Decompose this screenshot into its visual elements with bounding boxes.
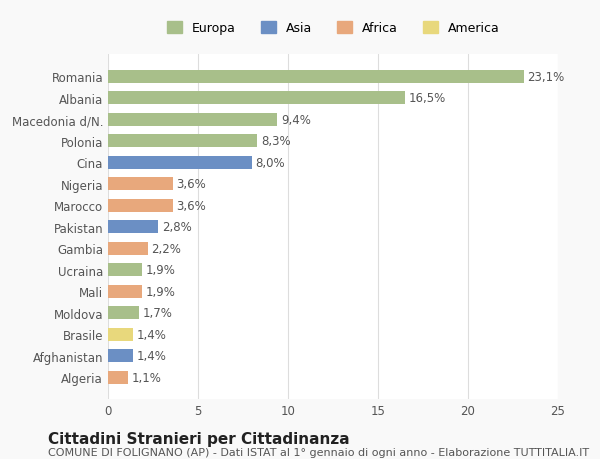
Bar bbox=[108, 328, 133, 341]
Bar bbox=[108, 263, 142, 276]
Bar bbox=[108, 113, 277, 127]
Text: 2,2%: 2,2% bbox=[151, 242, 181, 255]
Text: 1,9%: 1,9% bbox=[146, 263, 176, 277]
Bar bbox=[108, 371, 128, 384]
Text: 1,7%: 1,7% bbox=[142, 307, 172, 319]
Bar bbox=[108, 285, 142, 298]
Text: 1,4%: 1,4% bbox=[137, 349, 167, 362]
Bar bbox=[108, 178, 173, 191]
Bar bbox=[108, 242, 148, 255]
Bar bbox=[108, 221, 158, 234]
Bar bbox=[108, 157, 252, 169]
Bar bbox=[108, 71, 524, 84]
Text: 1,1%: 1,1% bbox=[131, 371, 161, 384]
Text: 2,8%: 2,8% bbox=[162, 221, 192, 234]
Bar bbox=[108, 199, 173, 212]
Bar bbox=[108, 135, 257, 148]
Text: 3,6%: 3,6% bbox=[176, 199, 206, 212]
Bar bbox=[108, 92, 405, 105]
Text: 8,0%: 8,0% bbox=[256, 157, 285, 169]
Text: 1,9%: 1,9% bbox=[146, 285, 176, 298]
Bar bbox=[108, 349, 133, 362]
Text: COMUNE DI FOLIGNANO (AP) - Dati ISTAT al 1° gennaio di ogni anno - Elaborazione : COMUNE DI FOLIGNANO (AP) - Dati ISTAT al… bbox=[48, 448, 589, 458]
Text: 16,5%: 16,5% bbox=[409, 92, 446, 105]
Text: 8,3%: 8,3% bbox=[261, 135, 290, 148]
Bar bbox=[108, 307, 139, 319]
Text: 9,4%: 9,4% bbox=[281, 113, 311, 127]
Text: 3,6%: 3,6% bbox=[176, 178, 206, 191]
Text: 23,1%: 23,1% bbox=[527, 71, 565, 84]
Text: 1,4%: 1,4% bbox=[137, 328, 167, 341]
Text: Cittadini Stranieri per Cittadinanza: Cittadini Stranieri per Cittadinanza bbox=[48, 431, 350, 447]
Legend: Europa, Asia, Africa, America: Europa, Asia, Africa, America bbox=[161, 17, 505, 40]
